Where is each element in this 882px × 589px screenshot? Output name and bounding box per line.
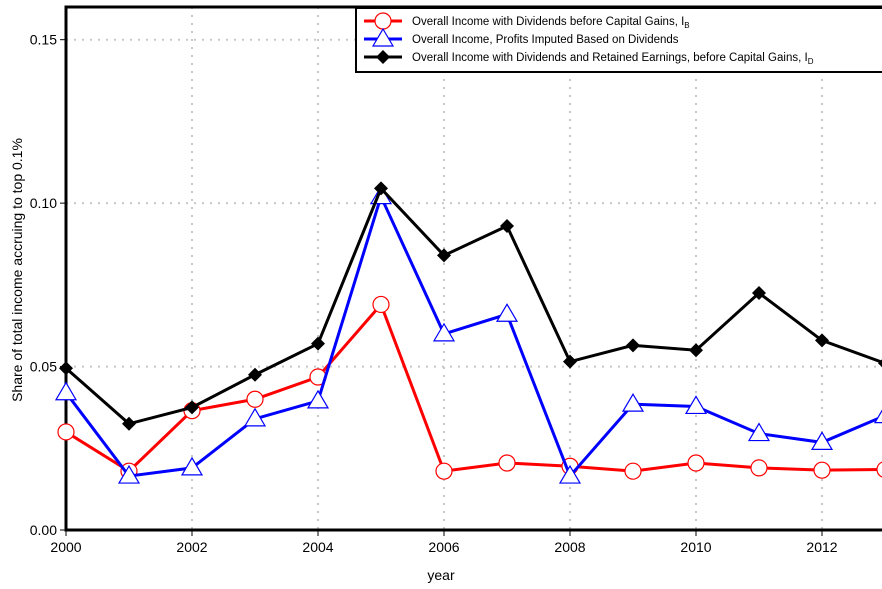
legend-subscript: D — [808, 57, 814, 66]
legend-label: Overall Income with Dividends before Cap… — [412, 16, 690, 30]
marker — [122, 416, 136, 431]
marker — [437, 248, 451, 263]
marker — [810, 431, 834, 450]
legend-marker — [374, 12, 392, 30]
marker — [185, 400, 199, 415]
x-tick-label: 2006 — [428, 539, 459, 555]
marker — [684, 395, 708, 415]
marker — [180, 456, 204, 476]
x-tick-label: 2010 — [680, 539, 711, 555]
marker — [752, 286, 766, 301]
legend-text: Overall Income with Dividends before Cap… — [412, 16, 684, 28]
legend-subscript: B — [684, 21, 689, 30]
marker — [495, 303, 519, 322]
plot-frame — [64, 5, 882, 532]
legend-text: Overall Income with Dividends and Retain… — [412, 52, 808, 64]
marker — [687, 454, 705, 472]
marker — [243, 407, 267, 427]
y-tick-label: 0.15 — [30, 32, 57, 48]
series-line — [65, 185, 882, 426]
marker — [59, 361, 73, 376]
marker — [117, 464, 141, 484]
marker — [813, 461, 831, 479]
x-tick-label: 2008 — [554, 539, 585, 555]
y-tick-label: 0.10 — [30, 195, 57, 211]
x-tick-label: 2002 — [176, 539, 207, 555]
marker — [689, 343, 703, 358]
x-tick-label: 2000 — [50, 539, 81, 555]
x-axis-title: year — [427, 567, 455, 583]
marker — [311, 336, 325, 351]
marker — [374, 181, 388, 196]
y-tick-label: 0.05 — [30, 359, 57, 375]
legend-box — [355, 7, 882, 73]
legend-text: Overall Income, Profits Imputed Based on… — [412, 34, 679, 46]
marker — [750, 459, 768, 477]
y-axis-title: Share of total income accruing to top 0.… — [9, 138, 25, 402]
marker — [306, 389, 330, 409]
marker — [57, 423, 75, 441]
marker — [372, 295, 390, 314]
marker — [873, 409, 882, 424]
y-tick-label: 0.00 — [30, 522, 57, 538]
marker — [876, 461, 882, 478]
legend-marker — [376, 50, 390, 64]
marker — [558, 464, 582, 484]
x-tick-label: 2012 — [806, 539, 837, 555]
marker — [248, 367, 262, 382]
marker — [54, 381, 78, 401]
marker — [500, 219, 514, 234]
marker — [626, 338, 640, 353]
marker — [878, 359, 882, 368]
marker — [432, 322, 456, 342]
marker — [246, 390, 264, 408]
series-line — [65, 301, 882, 474]
marker — [563, 354, 577, 369]
marker — [624, 462, 642, 480]
series-line — [64, 192, 882, 479]
marker — [435, 462, 453, 480]
legend-marker — [371, 27, 395, 47]
legend-label: Overall Income, Profits Imputed Based on… — [412, 34, 679, 46]
marker — [747, 422, 771, 442]
marker — [621, 392, 645, 412]
marker — [815, 333, 829, 348]
legend-label: Overall Income with Dividends and Retain… — [412, 52, 814, 66]
marker — [498, 454, 516, 472]
x-tick-label: 2004 — [302, 539, 333, 555]
